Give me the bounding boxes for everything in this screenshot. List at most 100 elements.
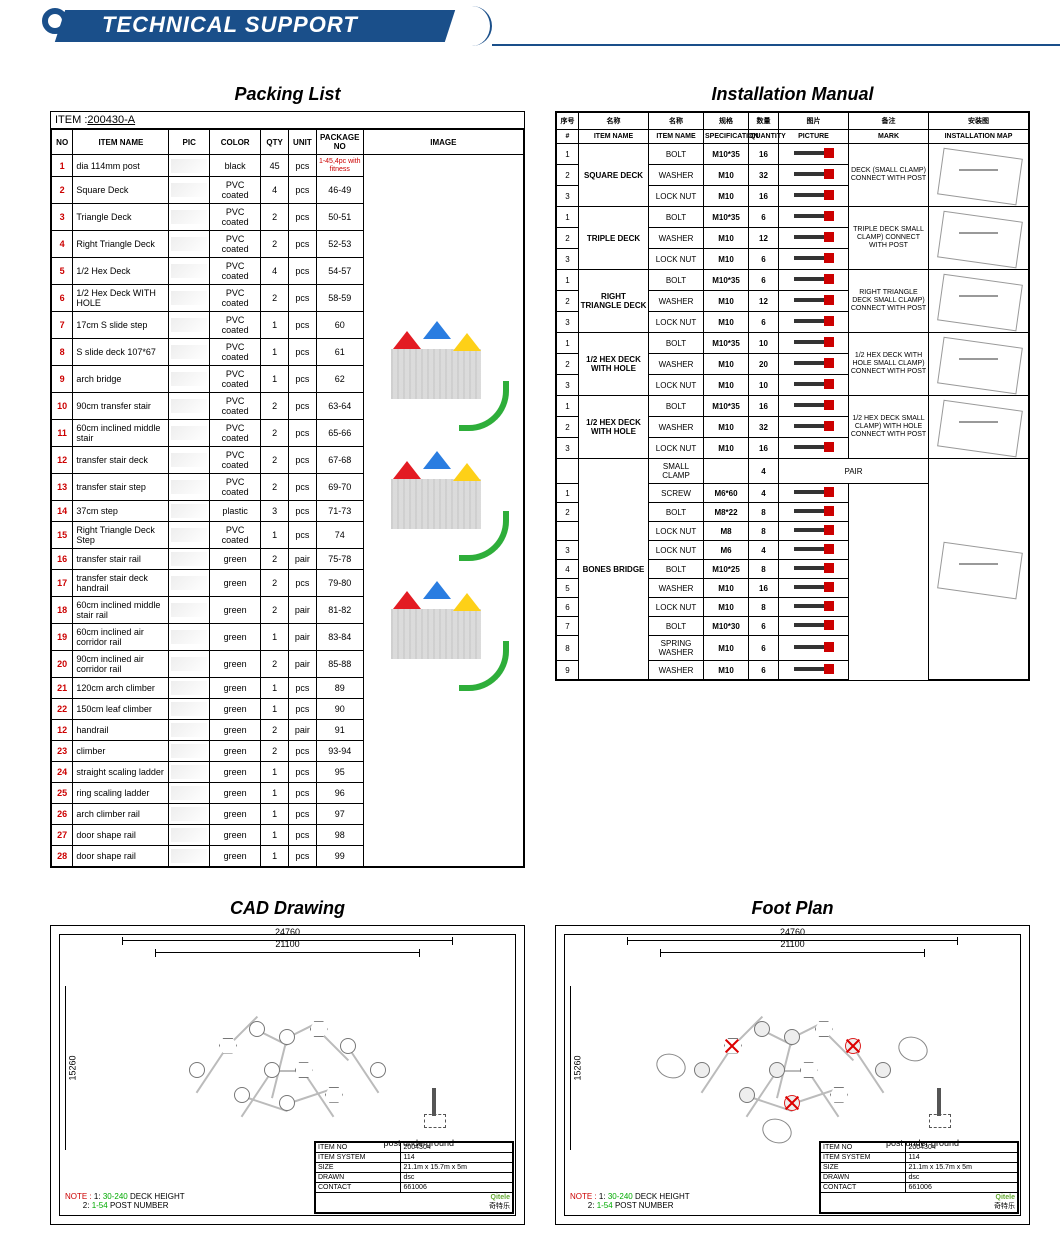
note-prefix: NOTE : [65,1192,92,1201]
hardware-icon [794,232,834,242]
cad-title: CAD Drawing [50,898,525,919]
schematic-node [739,1087,755,1103]
fnote-1a: 1: [599,1192,606,1201]
playground-image-3 [373,581,513,701]
fnote-2c: POST NUMBER [615,1201,674,1210]
item-prefix: ITEM : [55,114,87,126]
schematic-node [875,1062,891,1078]
note-1c: DECK HEIGHT [130,1192,185,1201]
packing-list-section: Packing List ITEM :200430-A NOITEM NAMEP… [50,84,525,868]
hardware-icon [794,316,834,326]
install-row: BONES BRIDGESMALL CLAMP4PAIR [557,459,1029,484]
hardware-icon [794,442,834,452]
schematic-node [754,1021,770,1037]
cad-dim-width2: 21100 [155,952,420,962]
hardware-icon [794,664,834,674]
hardware-icon [794,400,834,410]
hardware-icon [794,506,834,516]
note-1a: 1: [94,1192,101,1201]
part-thumb-icon [171,480,207,494]
hardware-icon [794,487,834,497]
hardware-icon [794,563,834,573]
cad-legend: ITEM NO200430-iITEM SYSTEM114SIZE21.1m x… [314,1141,514,1214]
foot-dim-w2-value: 21100 [780,939,804,949]
install-diagram-icon [930,336,1027,392]
install-row: 11/2 HEX DECK WITH HOLEBOLTM10*35101/2 H… [557,333,1029,354]
part-thumb-icon [171,603,207,617]
foot-schematic [641,980,944,1144]
part-thumb-icon [171,849,207,863]
part-thumb-icon [171,504,207,518]
schematic-node [279,1095,295,1111]
cad-panel: 24760 21100 15260 post underground NOTE … [50,925,525,1225]
part-thumb-icon [171,552,207,566]
part-thumb-icon [171,723,207,737]
hardware-icon [794,642,834,652]
install-row: 1TRIPLE DECKBOLTM10*356TRIPLE DECK SMALL… [557,207,1029,228]
schematic-node [279,1029,295,1045]
part-thumb-icon [171,453,207,467]
part-thumb-icon [171,291,207,305]
part-thumb-icon [171,576,207,590]
foot-post-icon [929,1088,949,1128]
note-1b: 30-240 [103,1192,128,1201]
schematic-node [694,1062,710,1078]
hardware-icon [794,358,834,368]
foot-dim-width2: 21100 [660,952,925,962]
fnote-2a: 2: [588,1201,595,1210]
hardware-icon [794,525,834,535]
schematic-node [370,1062,386,1078]
item-number: 200430-A [87,114,135,126]
foot-section: Foot Plan 24760 21100 15260 post under g… [555,898,1030,1225]
note-2c: POST NUMBER [110,1201,169,1210]
hardware-icon [794,421,834,431]
hardware-icon [794,148,834,158]
cad-dim-height: 15260 [65,986,75,1150]
schematic-node [295,1062,313,1078]
schematic-node [784,1029,800,1045]
foot-note: NOTE : 1: 30-240 DECK HEIGHT 2: 1-54 POS… [570,1192,690,1210]
note-2b: 1-54 [92,1201,108,1210]
playground-image-1 [373,321,513,441]
schematic-node [340,1038,356,1054]
hardware-icon [794,601,834,611]
packing-images [363,155,523,867]
packing-table: NOITEM NAMEPICCOLORQTYUNITPACKAGE NOIMAG… [51,129,524,867]
install-diagram-icon [930,541,1027,597]
foot-panel: 24760 21100 15260 post under ground NOTE… [555,925,1030,1225]
part-thumb-icon [171,786,207,800]
cad-section: CAD Drawing 24760 21100 15260 post under… [50,898,525,1225]
install-row: 11/2 HEX DECK WITH HOLEBOLTM10*35161/2 H… [557,396,1029,417]
foot-title: Foot Plan [555,898,1030,919]
banner-curve-icon [452,6,492,46]
schematic-node [249,1021,265,1037]
part-thumb-icon [171,828,207,842]
hardware-icon [794,544,834,554]
part-thumb-icon [171,765,207,779]
install-section: Installation Manual 序号名称名称规格数量图片备注安装图#IT… [555,84,1030,868]
hardware-icon [794,337,834,347]
fnote-1b: 30-240 [608,1192,633,1201]
packing-item-label: ITEM :200430-A [51,112,524,129]
hardware-icon [794,169,834,179]
hardware-icon [794,295,834,305]
section-banner: TECHNICAL SUPPORT [42,8,1060,44]
part-thumb-icon [171,372,207,386]
part-thumb-icon [171,426,207,440]
part-thumb-icon [171,318,207,332]
install-diagram-icon [930,210,1027,266]
install-diagram-icon [930,399,1027,455]
cad-dim-w2-value: 21100 [275,939,299,949]
packing-title: Packing List [50,84,525,105]
part-thumb-icon [171,528,207,542]
hardware-icon [794,620,834,630]
part-thumb-icon [171,657,207,671]
cad-dim-w-value: 24760 [275,927,300,937]
foot-legend: ITEM NO200430-iITEM SYSTEM114SIZE21.1m x… [819,1141,1019,1214]
cad-note: NOTE : 1: 30-240 DECK HEIGHT 2: 1-54 POS… [65,1192,185,1210]
part-thumb-icon [171,681,207,695]
part-thumb-icon [171,399,207,413]
part-thumb-icon [171,345,207,359]
cad-schematic [136,980,439,1144]
install-title: Installation Manual [555,84,1030,105]
